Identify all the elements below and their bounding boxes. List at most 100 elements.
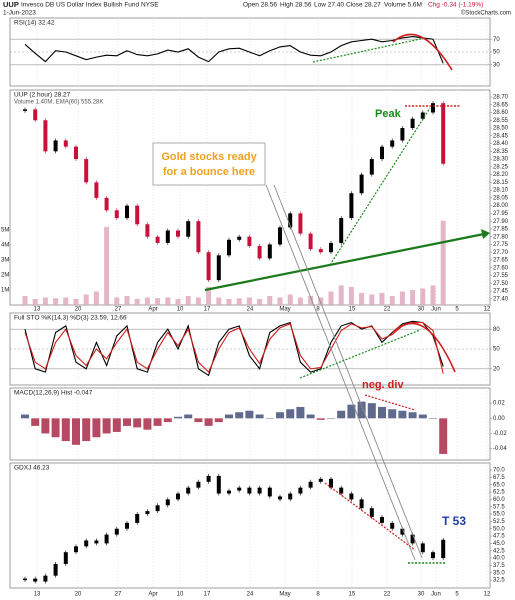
- x-tick-label: 22: [384, 592, 391, 598]
- rsi-trendline: [312, 37, 426, 63]
- volume-bar: [420, 288, 426, 305]
- volume-bar: [236, 298, 242, 305]
- candle-body: [196, 221, 201, 253]
- candle-body: [237, 487, 242, 491]
- candle-body: [390, 522, 395, 529]
- candle-body: [74, 546, 78, 553]
- histogram-bar: [347, 404, 356, 419]
- candle-body: [400, 528, 405, 535]
- x-tick-label: 24: [247, 592, 254, 598]
- volume-bar: [195, 297, 201, 305]
- candle-body: [318, 249, 323, 253]
- candle-body: [63, 140, 68, 147]
- y-tick-label: 47.5: [493, 534, 505, 540]
- y-tick-label: 42.5: [493, 548, 505, 554]
- x-tick-label: 17: [204, 307, 211, 313]
- annotation-lines: [204, 33, 490, 564]
- x-tick-label: 12: [484, 592, 491, 598]
- candle-body: [237, 236, 242, 240]
- candle-body: [135, 205, 140, 225]
- histogram-bar: [439, 418, 448, 454]
- gdxj-downtrend: [324, 482, 416, 551]
- candle-body: [308, 481, 313, 488]
- y-tick-label: 27.90: [493, 219, 509, 225]
- volume-bar: [144, 297, 150, 305]
- volume-bar: [379, 292, 385, 305]
- y2-tick-label: 4M: [1, 242, 9, 248]
- y-tick-label: 27.80: [493, 234, 509, 240]
- y-tick-label: 20: [493, 366, 500, 372]
- plot-layer: 13 13 20 20 27 27 Apr Apr 10 10 17 17 24 24 May May 8 8 15…: [1, 20, 509, 598]
- quote-low: Low 27.40: [314, 2, 344, 9]
- histogram-bar: [92, 418, 101, 438]
- candle-body: [114, 210, 119, 219]
- x-tick-label: 13: [34, 592, 41, 598]
- histogram-bar: [82, 418, 91, 442]
- candle-body: [227, 239, 231, 256]
- volume-bar: [338, 285, 344, 305]
- y-tick-label: 28.10: [493, 188, 509, 194]
- fund-name: Invesco DB US Dollar Index Bullish Fund …: [21, 2, 159, 9]
- volume-bar: [226, 298, 232, 305]
- x-tick-label: 5: [455, 307, 459, 313]
- histogram-bar: [112, 418, 121, 432]
- x-tick-label: Jun: [431, 592, 441, 598]
- series-line: [24, 36, 444, 64]
- sto-title: Full STO %K(14,3) %D(3) 23.59, 12.66: [14, 315, 127, 322]
- candle-body: [267, 487, 272, 497]
- volume-bar: [155, 298, 161, 305]
- date: 1-Jun-2023: [3, 10, 36, 17]
- volume-bar: [165, 297, 171, 305]
- y-tick-label: 37.5: [493, 563, 505, 569]
- candle-body: [84, 159, 89, 183]
- candle-body: [23, 578, 27, 581]
- volume-bar: [348, 286, 354, 305]
- candle-body: [94, 540, 99, 544]
- y-tick-label: 52.5: [493, 519, 505, 525]
- candle-body: [278, 227, 282, 245]
- candle-body: [420, 543, 425, 553]
- sto-trendline: [299, 329, 421, 379]
- volume-bar: [63, 297, 69, 305]
- histogram-bar: [235, 412, 244, 419]
- histogram-bar: [102, 418, 111, 434]
- histogram-bar: [265, 418, 274, 419]
- x-tick-label: 13: [34, 307, 41, 313]
- candle-body: [104, 197, 109, 211]
- volume-title: Volume 1.40M, EMA(60) 555.28K: [14, 100, 103, 106]
- x-tick-label: 20: [75, 592, 82, 598]
- y-tick-label: 35.0: [493, 570, 505, 576]
- candle-body: [369, 159, 374, 175]
- x-tick-label: 22: [384, 307, 391, 313]
- candle-body: [380, 516, 384, 523]
- candle-body: [165, 499, 170, 506]
- callout-box: [152, 142, 266, 186]
- y-tick-label: 57.5: [493, 504, 505, 510]
- histogram-bar: [194, 418, 203, 423]
- volume-bar: [267, 295, 273, 305]
- candle-body: [206, 475, 211, 482]
- volume-bar: [42, 297, 48, 305]
- volume-bar: [399, 291, 405, 305]
- x-tick-label: Apr: [148, 592, 157, 598]
- candle-body: [247, 487, 252, 494]
- y-tick-label: 32.5: [493, 578, 505, 584]
- candle-body: [23, 109, 27, 111]
- volume-bar: [440, 220, 446, 305]
- y-tick-label: 27.85: [493, 227, 509, 233]
- candle-body: [288, 493, 293, 500]
- histogram-bar: [21, 414, 29, 419]
- x-tick-label: 8: [316, 307, 320, 313]
- volume-bar: [389, 295, 395, 305]
- histogram-bar: [286, 409, 295, 419]
- macd-title: MACD(12,26,9) Hist -0.047: [14, 390, 93, 397]
- candle-body: [369, 508, 374, 517]
- histogram-bar: [255, 414, 264, 419]
- candle-body: [441, 103, 446, 164]
- histogram-bar: [337, 410, 346, 419]
- x-tick-label: May: [279, 307, 290, 313]
- candle-body: [155, 505, 160, 512]
- candle-body: [33, 109, 38, 121]
- histogram-bar: [408, 412, 417, 419]
- candle-body: [53, 140, 58, 152]
